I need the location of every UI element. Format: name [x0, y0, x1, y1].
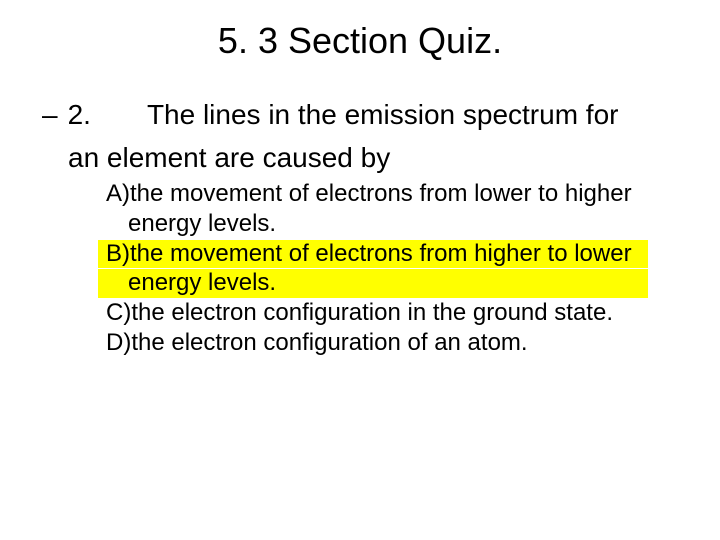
question-row: – 2. The lines in the emission spectrum … — [0, 98, 720, 131]
option-c-line1: the electron configuration in the ground… — [131, 299, 613, 328]
option-d: D) the electron configuration of an atom… — [106, 329, 634, 358]
option-a: A) the movement of electrons from lower … — [106, 180, 634, 209]
option-b: B) the movement of electrons from higher… — [98, 240, 648, 269]
option-b-line1: the movement of electrons from higher to… — [130, 240, 632, 269]
option-a-cont: energy levels. — [106, 210, 634, 239]
question-dash: – — [42, 98, 58, 131]
option-a-line2: energy levels. — [106, 210, 276, 239]
slide-title: 5. 3 Section Quiz. — [0, 20, 720, 62]
option-b-cont: energy levels. — [98, 269, 648, 298]
option-a-line1: the movement of electrons from lower to … — [130, 180, 632, 209]
option-a-label: A) — [106, 180, 130, 209]
option-d-line1: the electron configuration of an atom. — [131, 329, 527, 358]
option-b-label: B) — [106, 240, 130, 269]
option-d-label: D) — [106, 329, 131, 358]
option-c-label: C) — [106, 299, 131, 328]
options-list: A) the movement of electrons from lower … — [0, 180, 720, 358]
option-c: C) the electron configuration in the gro… — [106, 299, 634, 328]
question-text-line2: an element are caused by — [0, 141, 720, 174]
question-number: 2. — [68, 98, 91, 131]
slide: 5. 3 Section Quiz. – 2. The lines in the… — [0, 0, 720, 540]
question-text-line1: The lines in the emission spectrum for — [147, 98, 619, 131]
option-b-line2: energy levels. — [106, 269, 276, 298]
